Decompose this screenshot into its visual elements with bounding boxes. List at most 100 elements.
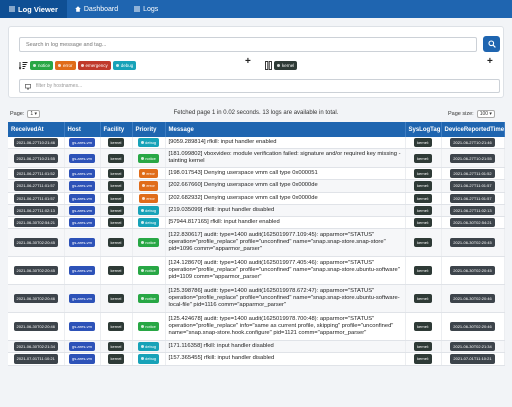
search-input[interactable] (19, 37, 477, 52)
facility-badge: kernel (107, 169, 125, 179)
cell-received-at: 2021-07-01T11:10:21 (8, 352, 65, 366)
cell-host: gs-ares-vm (64, 216, 101, 230)
received-at-badge: 2021-06-30T02:54:21 (13, 218, 58, 228)
table-row[interactable]: 2021-06-30T02:20:46 gs-ares-vm kernel noti… (8, 312, 505, 342)
table-row[interactable]: 2021-06-30T02:54:21 gs-ares-vm kernel debu… (8, 216, 505, 230)
add-syslogtag-button[interactable]: + (487, 56, 493, 67)
add-severity-button[interactable]: + (245, 56, 251, 67)
priority-badge: notice (138, 153, 159, 163)
reported-time-badge: 2021-06-27T10:21:46 (450, 138, 495, 148)
syslogtag-label: kernel (282, 62, 295, 68)
severity-tag-notice[interactable]: notice (30, 60, 54, 70)
host-badge[interactable]: gs-ares-vm (68, 193, 95, 203)
cell-facility: kernel (100, 204, 133, 218)
host-badge[interactable]: gs-ares-vm (68, 266, 95, 276)
cell-syslogtag: kernel: (405, 284, 442, 314)
col-host[interactable]: Host (64, 122, 101, 137)
nav-logs[interactable]: Logs (126, 0, 166, 18)
cell-priority: debug (132, 216, 166, 230)
table-row[interactable]: 2021-06-30T02:20:45 gs-ares-vm kernel noti… (8, 228, 505, 258)
cell-host: gs-ares-vm (64, 284, 101, 314)
priority-label: debug (145, 356, 157, 362)
host-badge[interactable]: gs-ares-vm (68, 153, 95, 163)
page-select[interactable]: 1 ▾ (27, 110, 41, 118)
facility-badge: kernel (107, 266, 125, 276)
cell-priority: notice (132, 256, 166, 286)
table-row[interactable]: 2021-06-27T10:21:55 gs-ares-vm kernel noti… (8, 148, 505, 169)
cell-device-reported-time: 2021-06-27T11:01:57 (441, 179, 505, 193)
host-badge[interactable]: gs-ares-vm (68, 205, 95, 216)
host-filter-input[interactable]: filter by hostnames... (19, 79, 500, 93)
nav-dashboard[interactable]: Dashboard (67, 0, 126, 18)
cell-device-reported-time: 2021-06-30T02:20:46 (441, 284, 505, 314)
cell-device-reported-time: 2021-06-30T02:54:21 (441, 216, 505, 230)
tag-dot-icon (115, 63, 119, 67)
host-badge[interactable]: gs-ares-vm (68, 322, 95, 332)
cell-received-at: 2021-06-27T11:01:52 (8, 167, 65, 181)
host-badge[interactable]: gs-ares-vm (68, 238, 95, 248)
severity-tag-emergency[interactable]: emergency (77, 60, 111, 70)
table-row[interactable]: 2021-06-27T11:01:52 gs-ares-vm kernel erro… (8, 167, 505, 181)
cell-device-reported-time: 2021-06-30T02:20:45 (441, 228, 505, 258)
tag-dot-icon (58, 63, 62, 67)
syslogtag-badge: kernel: (413, 193, 432, 203)
cell-host: gs-ares-vm (64, 312, 101, 342)
reported-time-badge: 2021-06-30T02:20:46 (450, 322, 495, 332)
cell-received-at: 2021-06-30T02:21:34 (8, 340, 65, 354)
cell-device-reported-time: 2021-06-27T11:01:57 (441, 192, 505, 205)
col-syslogtag[interactable]: SysLogTag (405, 122, 442, 137)
cell-message: [202.682932] Denying userspace vmm call … (165, 192, 406, 205)
cell-facility: kernel (100, 228, 133, 258)
facility-badge: kernel (107, 193, 125, 203)
host-badge[interactable]: gs-ares-vm (68, 169, 95, 179)
priority-dot-icon (142, 172, 146, 176)
received-at-badge: 2021-06-30T02:20:46 (13, 294, 58, 304)
table-row[interactable]: 2021-07-01T11:10:21 gs-ares-vm kernel debu… (8, 352, 505, 366)
severity-tag-error[interactable]: error (55, 60, 76, 70)
col-facility[interactable]: Facility (100, 122, 133, 137)
fetch-status: Fetched page 1 in 0.02 seconds. 13 logs … (173, 110, 339, 116)
table-row[interactable]: 2021-06-27T11:01:57 gs-ares-vm kernel erro… (8, 192, 505, 205)
top-navbar: Log Viewer Dashboard Logs (0, 0, 512, 18)
priority-dot-icon (141, 156, 145, 160)
table-row[interactable]: 2021-06-27T11:01:57 gs-ares-vm kernel erro… (8, 179, 505, 193)
host-badge[interactable]: gs-ares-vm (68, 342, 95, 352)
cell-host: gs-ares-vm (64, 179, 101, 193)
priority-label: notice (145, 296, 156, 302)
cell-device-reported-time: 2021-06-30T02:20:45 (441, 256, 505, 286)
col-device-reported-time[interactable]: DeviceReportedTime (441, 122, 505, 137)
table-row[interactable]: 2021-06-30T02:21:34 gs-ares-vm kernel debu… (8, 340, 505, 354)
cell-received-at: 2021-06-30T02:20:45 (8, 228, 65, 258)
cell-message: [219.035099] rfkill: input handler disab… (165, 204, 406, 218)
host-badge[interactable]: gs-ares-vm (68, 354, 95, 364)
syslogtag-badge: kernel: (413, 218, 432, 228)
received-at-badge: 2021-06-30T02:20:45 (13, 266, 58, 276)
cell-device-reported-time: 2021-07-01T11:10:21 (441, 352, 505, 366)
received-at-badge: 2021-06-27T11:01:52 (13, 169, 58, 179)
table-row[interactable]: 2021-06-27T11:02:13 gs-ares-vm kernel debu… (8, 204, 505, 218)
syslogtag-badge: kernel: (413, 342, 432, 352)
col-received-at[interactable]: ReceivedAt (8, 122, 65, 137)
search-button[interactable] (483, 36, 500, 52)
host-badge[interactable]: gs-ares-vm (68, 294, 95, 304)
host-badge[interactable]: gs-ares-vm (68, 218, 95, 228)
cell-priority: debug (132, 204, 166, 218)
syslogtag-kernel[interactable]: kernel (274, 60, 298, 70)
cell-host: gs-ares-vm (64, 256, 101, 286)
host-badge[interactable]: gs-ares-vm (68, 181, 95, 191)
cell-facility: kernel (100, 167, 133, 181)
table-row[interactable]: 2021-06-27T10:21:46 gs-ares-vm kernel debu… (8, 137, 505, 150)
table-row[interactable]: 2021-06-30T02:20:45 gs-ares-vm kernel noti… (8, 256, 505, 286)
cell-received-at: 2021-06-27T10:21:55 (8, 148, 65, 169)
cell-syslogtag: kernel: (405, 340, 442, 354)
col-message[interactable]: Message (165, 122, 406, 137)
severity-tag-debug[interactable]: debug (112, 60, 137, 70)
col-priority[interactable]: Priority (132, 122, 166, 137)
brand-link[interactable]: Log Viewer (0, 0, 67, 18)
priority-label: debug (145, 344, 157, 350)
table-row[interactable]: 2021-06-30T02:20:46 gs-ares-vm kernel noti… (8, 284, 505, 314)
page-size-select[interactable]: 100 ▾ (476, 110, 495, 118)
host-badge[interactable]: gs-ares-vm (68, 138, 95, 148)
priority-dot-icon (142, 196, 146, 200)
syslogtag-badge: kernel: (413, 205, 432, 216)
